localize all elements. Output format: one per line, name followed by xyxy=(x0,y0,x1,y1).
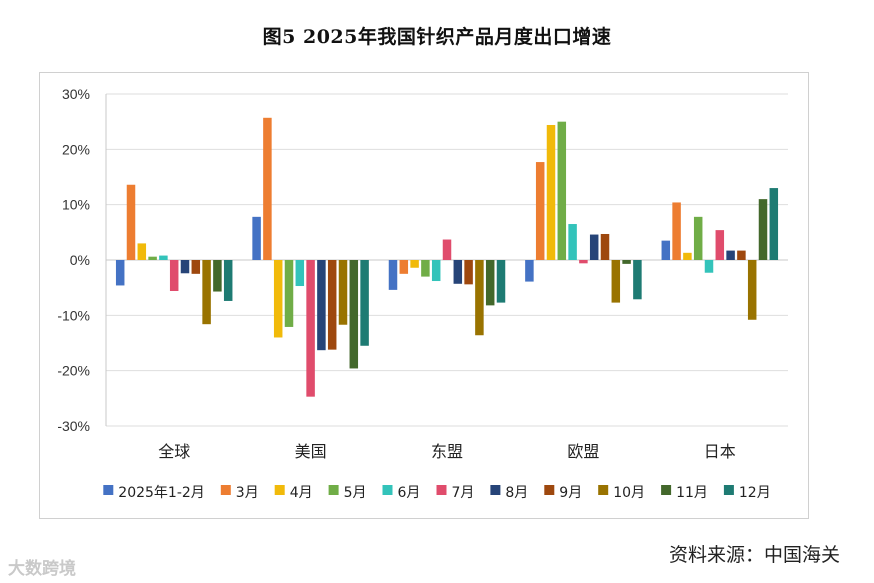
bar xyxy=(485,260,495,306)
y-tick-label: -30% xyxy=(57,418,90,434)
bar xyxy=(137,243,147,260)
bar xyxy=(169,260,179,291)
bar xyxy=(349,260,359,369)
bar xyxy=(421,260,430,277)
legend-label: 10月 xyxy=(613,485,645,501)
bar xyxy=(557,121,567,260)
bar xyxy=(464,260,473,285)
legend-swatch xyxy=(220,485,231,495)
bar xyxy=(704,260,714,273)
watermark: 大数跨境 xyxy=(8,559,76,579)
y-tick-label: 10% xyxy=(62,197,90,213)
legend-label: 7月 xyxy=(452,485,475,501)
bar xyxy=(568,224,577,260)
y-tick-label: -10% xyxy=(57,307,90,323)
bar xyxy=(715,230,725,260)
bar xyxy=(589,234,599,260)
bar xyxy=(475,260,484,336)
bar xyxy=(148,256,157,260)
legend-swatch xyxy=(598,485,609,495)
bar xyxy=(360,260,369,346)
bar xyxy=(263,117,272,260)
bar xyxy=(633,260,642,300)
x-category-label: 日本 xyxy=(704,442,736,461)
bar xyxy=(661,240,671,260)
chart-frame xyxy=(39,72,809,519)
bar xyxy=(579,260,588,264)
bar xyxy=(600,233,610,260)
legend-label: 3月 xyxy=(236,485,259,501)
bar xyxy=(410,260,419,268)
y-tick-label: -20% xyxy=(57,363,90,379)
bar xyxy=(399,260,409,274)
bar xyxy=(693,216,703,260)
bar xyxy=(223,260,233,301)
bar xyxy=(284,260,294,327)
x-category-label: 全球 xyxy=(158,442,190,461)
x-category-label: 东盟 xyxy=(431,442,463,461)
bar xyxy=(747,260,757,320)
legend-swatch xyxy=(490,485,501,495)
bar xyxy=(317,260,326,351)
bar xyxy=(622,260,631,264)
legend-label: 4月 xyxy=(290,485,313,501)
bar xyxy=(295,260,305,287)
bar xyxy=(327,260,337,350)
chart-title: 图5 2025年我国针织产品月度出口增速 xyxy=(262,26,612,48)
x-category-label: 欧盟 xyxy=(567,442,599,461)
bar xyxy=(453,260,463,284)
bar xyxy=(273,260,283,338)
bar xyxy=(252,216,261,260)
bar xyxy=(525,260,534,282)
source-note: 资料来源：中国海关 xyxy=(668,544,840,566)
bar xyxy=(159,255,168,260)
bar xyxy=(496,260,506,303)
legend-swatch xyxy=(436,485,447,495)
bar xyxy=(180,260,190,274)
bar xyxy=(126,184,136,260)
bar xyxy=(683,252,692,260)
bar xyxy=(769,188,779,260)
bar xyxy=(442,239,452,260)
legend-label: 5月 xyxy=(344,485,367,501)
bar xyxy=(737,250,746,260)
bar xyxy=(191,260,201,274)
y-tick-label: 20% xyxy=(62,141,90,157)
legend-swatch xyxy=(382,485,393,495)
bar xyxy=(431,260,441,282)
legend-swatch xyxy=(661,485,672,495)
legend-label: 9月 xyxy=(559,485,582,501)
bar xyxy=(726,250,735,260)
legend-label: 8月 xyxy=(505,485,528,501)
bar xyxy=(611,260,621,303)
bar xyxy=(202,260,211,325)
bar xyxy=(535,162,545,260)
bar xyxy=(388,260,398,290)
legend-label: 2025年1-2月 xyxy=(118,485,205,501)
legend-label: 6月 xyxy=(398,485,421,501)
y-tick-label: 30% xyxy=(62,86,90,102)
bar xyxy=(672,202,681,260)
bar xyxy=(213,260,222,292)
bar xyxy=(338,260,348,325)
x-category-label: 美国 xyxy=(295,442,327,461)
y-tick-label: 0% xyxy=(70,252,90,268)
legend-swatch xyxy=(723,485,734,495)
bar xyxy=(115,260,125,286)
legend-swatch xyxy=(274,485,285,495)
legend-swatch xyxy=(103,485,114,495)
legend-swatch xyxy=(544,485,555,495)
legend-label: 11月 xyxy=(676,485,708,501)
legend-swatch xyxy=(328,485,339,495)
bar xyxy=(306,260,315,397)
bar xyxy=(546,124,556,261)
bar xyxy=(758,199,768,260)
legend-label: 12月 xyxy=(739,485,771,501)
